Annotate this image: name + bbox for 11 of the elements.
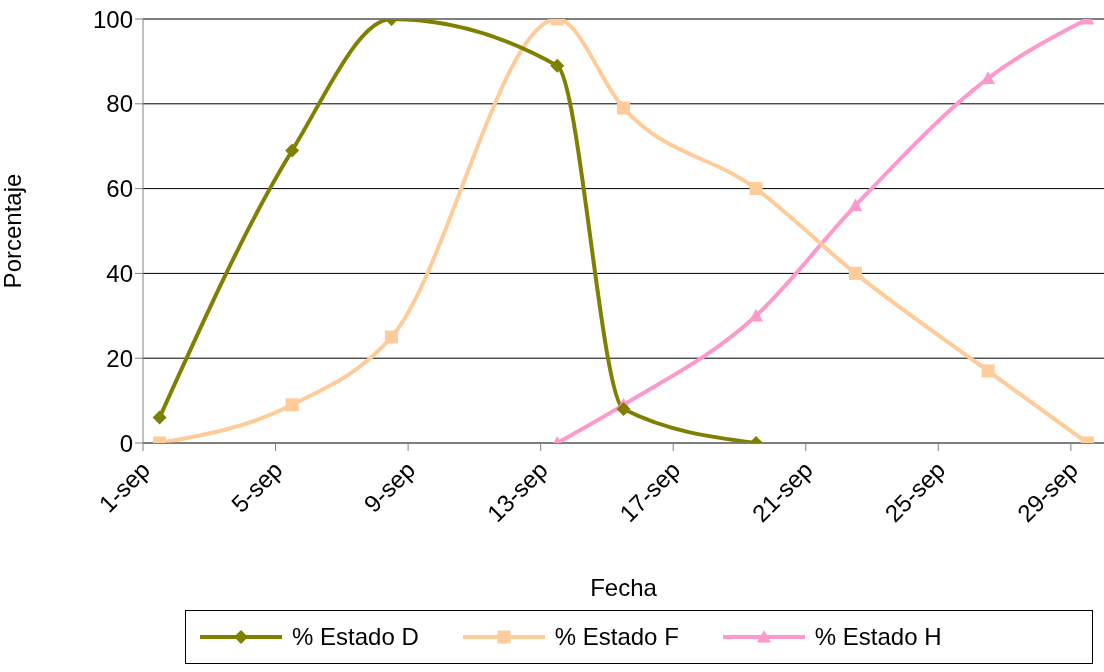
x-axis-title: Fecha	[590, 574, 658, 601]
y-tick-label: 40	[106, 259, 133, 287]
y-tick-label: 60	[106, 175, 133, 203]
y-tick-label: 0	[119, 429, 133, 457]
legend-label: % Estado D	[292, 623, 419, 651]
legend-label: % Estado F	[554, 623, 679, 651]
y-tick-label: 20	[106, 344, 133, 372]
y-tick-label: 100	[92, 5, 133, 33]
y-axis-title: Porcentaje	[0, 173, 26, 289]
legend-label: % Estado H	[814, 623, 942, 651]
y-tick-label: 80	[106, 90, 133, 118]
